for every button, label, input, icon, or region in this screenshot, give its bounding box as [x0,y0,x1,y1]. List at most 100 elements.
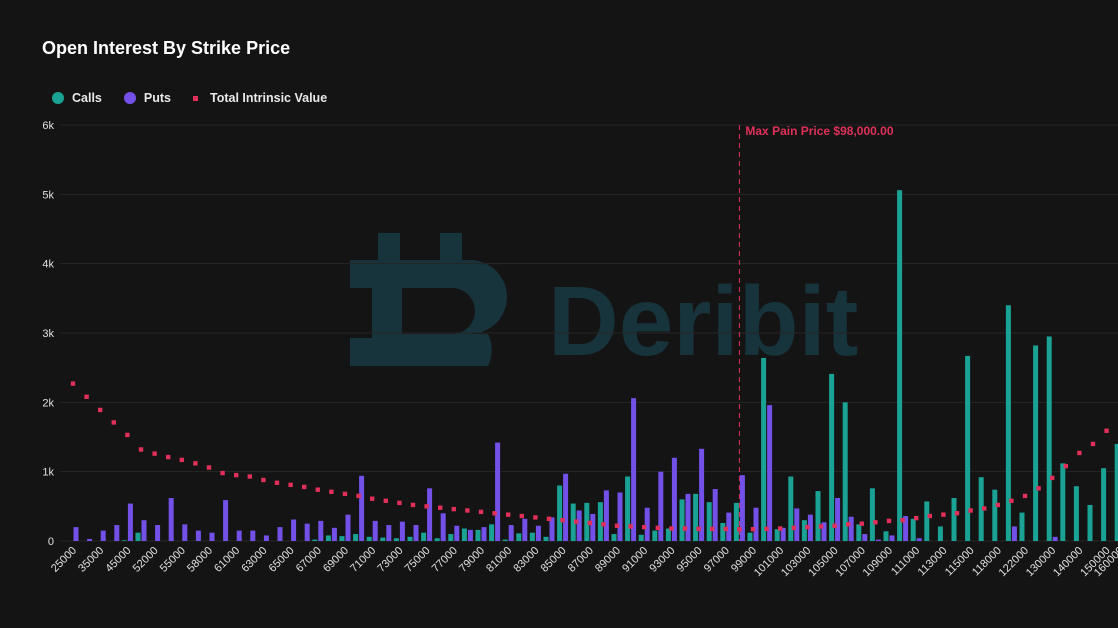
intrinsic-marker[interactable] [206,465,212,470]
call-bar[interactable] [801,520,807,541]
intrinsic-marker[interactable] [111,420,116,425]
call-bar[interactable] [1114,443,1118,541]
intrinsic-marker[interactable] [1077,450,1082,456]
intrinsic-marker[interactable] [587,520,592,526]
intrinsic-marker[interactable] [873,520,878,525]
intrinsic-marker[interactable] [356,493,361,499]
intrinsic-marker[interactable] [193,461,198,466]
call-bar[interactable] [774,529,780,541]
put-bar[interactable] [862,534,868,541]
intrinsic-marker[interactable] [451,506,456,512]
put-bar[interactable] [699,448,705,541]
call-bar[interactable] [856,524,862,541]
call-bar[interactable] [502,539,508,541]
put-bar[interactable] [87,538,93,541]
put-bar[interactable] [168,498,174,541]
call-bar[interactable] [761,357,767,541]
intrinsic-marker[interactable] [900,518,905,523]
intrinsic-marker[interactable] [506,512,511,517]
put-bar[interactable] [141,520,147,541]
intrinsic-marker[interactable] [84,394,89,399]
put-bar[interactable] [155,525,161,541]
call-bar[interactable] [461,528,467,541]
put-bar[interactable] [100,530,106,541]
put-bar[interactable] [331,527,337,541]
intrinsic-marker[interactable] [669,526,674,531]
put-bar[interactable] [399,521,405,541]
put-bar[interactable] [753,507,759,541]
intrinsic-marker[interactable] [424,504,429,509]
intrinsic-marker[interactable] [274,480,280,485]
call-bar[interactable] [679,499,685,541]
intrinsic-marker[interactable] [859,521,864,526]
put-bar[interactable] [739,475,745,541]
put-bar[interactable] [372,520,378,541]
call-bar[interactable] [366,536,372,541]
put-bar[interactable] [767,405,773,541]
call-bar[interactable] [665,528,671,541]
intrinsic-marker[interactable] [805,524,810,530]
intrinsic-marker[interactable] [492,511,497,516]
put-bar[interactable] [454,525,460,541]
put-bar[interactable] [780,527,786,541]
intrinsic-marker[interactable] [438,505,443,510]
intrinsic-marker[interactable] [818,524,824,529]
put-bar[interactable] [481,527,487,541]
put-bar[interactable] [345,514,351,541]
put-bar[interactable] [563,473,569,541]
intrinsic-marker[interactable] [342,491,348,497]
intrinsic-marker[interactable] [220,470,225,476]
call-bar[interactable] [353,534,359,541]
call-bar[interactable] [448,534,454,541]
put-bar[interactable] [903,516,909,541]
intrinsic-marker[interactable] [519,513,524,519]
intrinsic-marker[interactable] [410,502,416,508]
call-bar[interactable] [910,518,916,541]
put-bar[interactable] [617,492,623,541]
put-bar[interactable] [277,527,283,541]
call-bar[interactable] [706,502,712,541]
call-bar[interactable] [1019,512,1025,541]
intrinsic-marker[interactable] [791,525,796,531]
intrinsic-marker[interactable] [764,526,769,532]
put-bar[interactable] [73,527,79,541]
call-bar[interactable] [978,477,984,541]
put-bar[interactable] [263,535,269,541]
intrinsic-marker[interactable] [832,523,837,528]
intrinsic-marker[interactable] [574,519,579,524]
intrinsic-marker[interactable] [710,526,715,532]
intrinsic-marker[interactable] [152,451,157,456]
put-bar[interactable] [807,514,813,541]
put-bar[interactable] [522,518,528,541]
intrinsic-marker[interactable] [70,381,76,386]
call-bar[interactable] [747,532,753,541]
put-bar[interactable] [440,513,446,541]
call-bar[interactable] [815,491,821,541]
call-bar[interactable] [339,536,345,541]
intrinsic-marker[interactable] [682,526,688,531]
legend-item-intrinsic[interactable]: Total Intrinsic Value [192,91,327,105]
intrinsic-marker[interactable] [261,477,266,483]
intrinsic-marker[interactable] [614,523,620,528]
intrinsic-marker[interactable] [315,487,320,492]
put-bar[interactable] [318,520,324,541]
intrinsic-marker[interactable] [1009,498,1014,503]
call-bar[interactable] [1060,463,1066,541]
put-bar[interactable] [658,471,664,541]
call-bar[interactable] [597,502,603,541]
put-bar[interactable] [427,488,433,541]
call-bar[interactable] [693,493,699,541]
intrinsic-marker[interactable] [1050,475,1055,481]
call-bar[interactable] [393,538,399,541]
intrinsic-marker[interactable] [737,527,742,532]
put-bar[interactable] [413,525,419,541]
call-bar[interactable] [529,532,535,541]
intrinsic-marker[interactable] [723,526,728,532]
call-bar[interactable] [570,503,576,541]
call-bar[interactable] [965,355,971,541]
call-bar[interactable] [992,489,998,541]
intrinsic-marker[interactable] [601,522,606,527]
intrinsic-marker[interactable] [846,522,851,527]
intrinsic-marker[interactable] [138,447,144,452]
call-bar[interactable] [951,498,957,541]
